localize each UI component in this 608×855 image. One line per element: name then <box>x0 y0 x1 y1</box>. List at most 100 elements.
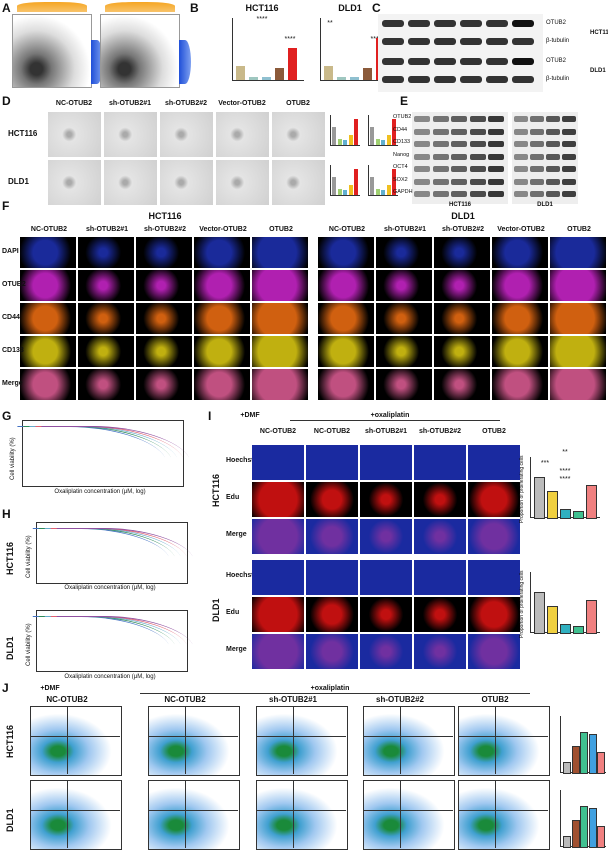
flow-plot <box>458 706 550 776</box>
bar <box>332 127 336 145</box>
cell-line: HCT116 <box>211 473 221 507</box>
gate <box>495 706 496 774</box>
micrograph <box>550 336 606 367</box>
band <box>486 20 508 27</box>
micrograph <box>48 160 101 205</box>
column-header: OTUB2 <box>269 226 293 233</box>
band <box>469 191 486 197</box>
row-label: Merge <box>226 531 247 538</box>
band <box>486 76 508 83</box>
bracket <box>290 420 500 421</box>
band <box>530 141 544 147</box>
micrograph <box>78 336 134 367</box>
column-header: sh-OTUB2#1 <box>364 428 408 435</box>
significance: ** <box>562 449 568 456</box>
gate <box>400 706 401 774</box>
band <box>460 38 482 45</box>
flow-plot <box>148 780 240 850</box>
flow-plot <box>256 706 348 776</box>
micrograph <box>136 270 192 301</box>
gate <box>148 810 238 811</box>
gate <box>495 780 496 848</box>
micrograph <box>306 519 358 554</box>
axis <box>330 165 331 195</box>
band <box>382 58 404 65</box>
band <box>414 166 430 172</box>
micrograph <box>376 369 432 400</box>
bar <box>348 185 353 195</box>
axis <box>368 195 398 196</box>
axis <box>232 80 304 81</box>
bar <box>337 139 342 145</box>
axis-label: Oxaliplatin concentration (μM, log) <box>54 489 146 495</box>
bar <box>375 139 380 145</box>
band <box>382 76 404 83</box>
micrograph <box>376 270 432 301</box>
bar <box>563 762 571 774</box>
micrograph <box>252 634 304 669</box>
band <box>530 166 544 172</box>
axis <box>530 572 531 632</box>
bar <box>547 606 558 634</box>
band <box>514 128 528 135</box>
flow-plot <box>148 706 240 776</box>
band <box>546 128 560 135</box>
bar <box>370 177 374 195</box>
band <box>512 76 534 83</box>
bar <box>386 135 391 145</box>
band <box>451 141 467 147</box>
band <box>562 141 576 147</box>
band <box>530 191 544 197</box>
band <box>488 153 504 160</box>
micrograph <box>252 560 304 595</box>
micrograph <box>104 112 157 157</box>
flow-plot <box>363 706 455 776</box>
micrograph <box>136 237 192 268</box>
bar <box>350 77 359 80</box>
cell-line: DLD1 <box>537 202 553 208</box>
cell-line: HCT116 <box>5 724 15 758</box>
band <box>514 116 528 122</box>
micrograph <box>194 303 250 334</box>
micrograph <box>252 303 308 334</box>
micrograph <box>492 336 548 367</box>
micrograph <box>360 634 412 669</box>
band <box>408 76 430 83</box>
band <box>432 116 449 122</box>
band <box>562 116 576 122</box>
column-header: OTUB2 <box>567 226 591 233</box>
band <box>530 128 544 135</box>
bar <box>354 169 358 195</box>
gate <box>458 810 548 811</box>
band <box>460 58 482 65</box>
micrograph <box>194 237 250 268</box>
band <box>434 20 456 27</box>
band <box>469 166 486 172</box>
band <box>408 58 430 65</box>
bar <box>392 119 396 145</box>
column-header: sh-OTUB2#2 <box>143 226 187 233</box>
micrograph <box>194 336 250 367</box>
band-label: β-tubulin <box>546 76 570 82</box>
gate <box>293 706 294 774</box>
bar <box>275 68 284 80</box>
band <box>546 178 560 185</box>
row-label: HCT116 <box>8 129 38 138</box>
micrograph <box>20 369 76 400</box>
cell-line: HCT116 <box>5 541 15 575</box>
micrograph <box>550 369 606 400</box>
micrograph <box>492 369 548 400</box>
band <box>486 58 508 65</box>
micrograph <box>318 369 374 400</box>
row-label: Merge <box>2 380 23 387</box>
band <box>451 191 467 197</box>
column-header: Vector-OTUB2 <box>199 226 247 233</box>
cell-line: HCT116 <box>148 211 182 221</box>
band <box>432 166 449 172</box>
bar <box>563 836 571 848</box>
micrograph <box>20 336 76 367</box>
band-label: OTUB2 <box>546 58 567 64</box>
column-header: sh-OTUB2#2 <box>441 226 485 233</box>
column-header: NC-OTUB2 <box>55 100 93 107</box>
micrograph <box>318 237 374 268</box>
